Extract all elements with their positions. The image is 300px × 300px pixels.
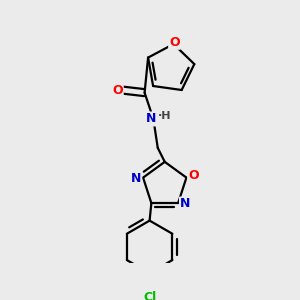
Text: O: O — [112, 83, 123, 97]
Text: ·H: ·H — [158, 111, 172, 121]
Text: N: N — [180, 197, 190, 211]
Text: O: O — [188, 169, 199, 182]
Text: N: N — [146, 112, 156, 125]
Text: Cl: Cl — [143, 291, 156, 300]
Text: O: O — [169, 36, 180, 49]
Text: N: N — [131, 172, 141, 185]
